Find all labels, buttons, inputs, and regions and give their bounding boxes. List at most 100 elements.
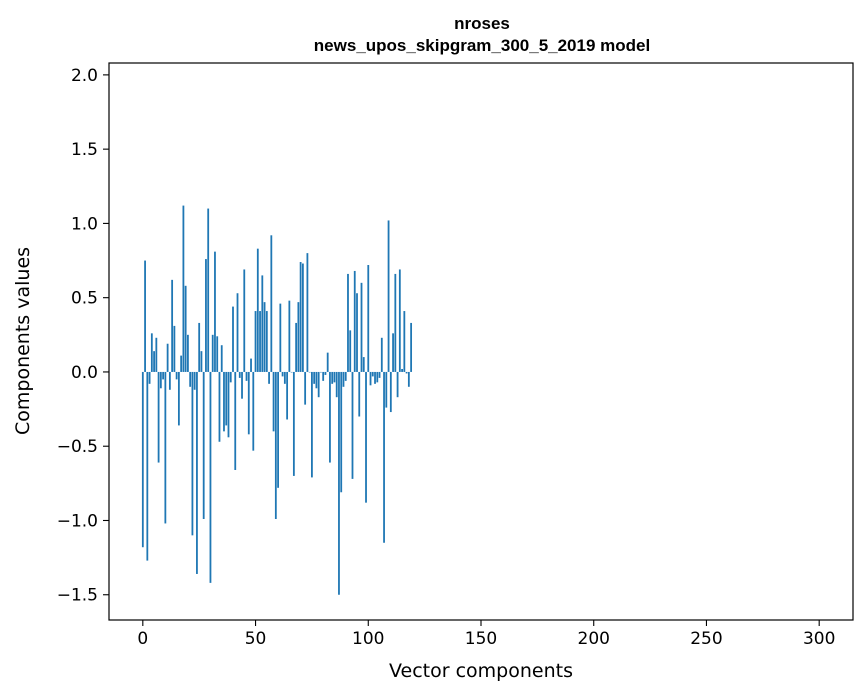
bar [182, 205, 185, 372]
bar [331, 371, 334, 384]
x-tick-label: 100 [352, 629, 384, 649]
bar [304, 371, 307, 405]
bar [218, 371, 221, 442]
bar [365, 371, 367, 503]
bar [274, 371, 277, 519]
bar [144, 260, 146, 372]
bar [277, 371, 279, 488]
bar [387, 220, 390, 372]
bar [153, 351, 155, 372]
bar [146, 371, 149, 561]
bar [317, 371, 320, 398]
bar [196, 371, 198, 574]
bar [376, 371, 379, 383]
bar [281, 371, 284, 377]
bar [150, 333, 153, 372]
bar [247, 371, 250, 435]
y-tick-label: −1.0 [57, 511, 98, 531]
bar [383, 371, 385, 543]
y-tick-label: 1.0 [71, 214, 98, 234]
bar [333, 371, 336, 383]
y-ticks: −1.5 −1.0 −0.5 0.0 0.5 1.0 1.5 2.0 [57, 66, 109, 606]
bar [238, 371, 241, 378]
bar [241, 371, 243, 399]
bar [403, 311, 406, 372]
bar [229, 371, 232, 383]
bar [362, 357, 365, 372]
bar [335, 371, 338, 398]
bar [148, 371, 151, 384]
x-tick-label: 300 [803, 629, 835, 649]
bar [410, 322, 413, 372]
x-tick-label: 150 [465, 629, 497, 649]
chart-title: nroses [454, 14, 510, 33]
bar [392, 333, 394, 372]
y-tick-label: −1.5 [57, 586, 98, 606]
bar [205, 259, 207, 372]
bar [394, 273, 397, 372]
bar [306, 253, 309, 372]
plot-frame [108, 62, 854, 621]
bar [297, 302, 300, 372]
bar [168, 371, 171, 390]
bar [389, 371, 392, 413]
bar [292, 371, 295, 476]
bar [256, 248, 259, 372]
bar [202, 371, 205, 519]
bar [175, 371, 178, 380]
bar [407, 371, 410, 387]
chart-subtitle: news_upos_skipgram_300_5_2019 model [314, 36, 650, 55]
bar [371, 371, 374, 377]
y-tick-label: 0.0 [71, 363, 98, 383]
bar [191, 371, 194, 536]
bar [173, 325, 176, 372]
y-tick-label: 1.5 [71, 140, 98, 160]
bar [405, 371, 408, 374]
bar [324, 371, 327, 375]
y-tick-label: 2.0 [71, 66, 98, 86]
bar [311, 371, 313, 478]
bar [157, 371, 160, 463]
bar [252, 371, 255, 451]
bar [261, 275, 264, 372]
bar [320, 371, 322, 373]
bar [164, 371, 167, 524]
bar [270, 235, 273, 372]
bars-group [141, 205, 413, 595]
bar [340, 371, 343, 493]
bar [243, 269, 246, 372]
bar [155, 337, 158, 372]
bar [232, 306, 234, 372]
bar [187, 334, 189, 372]
bar [198, 322, 201, 372]
x-tick-label: 250 [690, 629, 722, 649]
bar [369, 371, 372, 386]
bar [347, 273, 349, 372]
bar [322, 371, 325, 381]
bar [268, 371, 270, 384]
bar [349, 330, 352, 372]
bar [374, 371, 376, 384]
bar [159, 371, 162, 389]
bar [180, 355, 183, 372]
bar [329, 371, 331, 463]
bar [184, 285, 187, 372]
bar [396, 371, 399, 398]
bar [223, 371, 225, 432]
bar [209, 371, 212, 583]
bar [211, 334, 214, 372]
bar [301, 263, 304, 372]
bar [236, 293, 239, 372]
bar [272, 371, 275, 432]
x-ticks: 0 50 100 150 200 250 300 [137, 620, 835, 649]
bar [326, 352, 329, 372]
bar [288, 300, 291, 372]
y-tick-label: 0.5 [71, 289, 98, 309]
x-tick-label: 50 [245, 629, 267, 649]
bar [367, 265, 370, 372]
bar [344, 371, 347, 381]
bar [265, 311, 268, 372]
bar [171, 279, 174, 372]
